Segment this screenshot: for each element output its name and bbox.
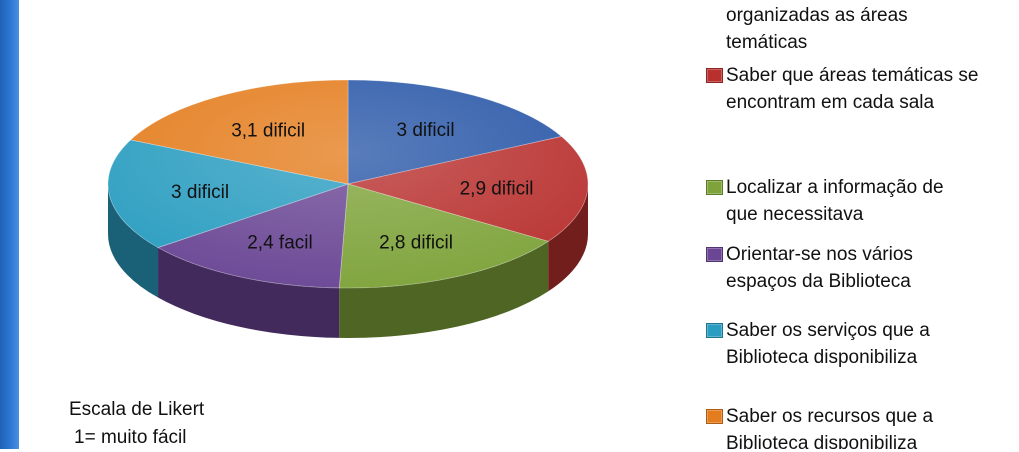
slide-edge-bar [0,0,19,449]
likert-title: Escala de Likert [69,399,205,420]
pie-data-label: 2,9 dificil [460,179,534,200]
legend-item: Orientar-se nos vários espaços da Biblio… [706,241,913,295]
pie-data-label: 2,8 dificil [379,232,453,253]
chart-legend: organizadas as áreas temáticas Saber que… [706,0,1019,449]
legend-label-line: Biblioteca disponibiliza [726,433,918,449]
legend-item: Saber que áreas temáticas se encontram e… [706,62,978,116]
legend-swatch [706,409,723,424]
pie-data-label: 3 dificil [396,120,454,141]
legend-label-line: Saber os recursos que a [726,406,934,427]
legend-label-line: que necessitava [726,204,864,225]
legend-label-line: organizadas as áreas [726,5,908,26]
pie-side-layer [108,184,588,338]
legend-label-line: temáticas [726,32,808,53]
legend-label-line: Biblioteca disponibiliza [726,347,918,368]
legend-label-line: espaços da Biblioteca [726,271,911,292]
pie-slice-side [548,184,588,292]
legend-label-line: Localizar a informação de [726,177,944,198]
pie-data-label: 2,4 facil [247,232,312,253]
legend-swatch [706,247,723,262]
legend-item: Saber os recursos que a Biblioteca dispo… [706,403,933,449]
pie-data-label: 3 dificil [171,182,229,203]
pie-highlight [108,80,588,288]
legend-swatch [706,68,723,83]
legend-swatch [706,323,723,338]
likert-scale-line: 1= muito fácil [74,427,187,448]
legend-label-line: Saber os serviços que a [726,320,930,341]
legend-label-line: encontram em cada sala [726,92,935,113]
legend-item: organizadas as áreas temáticas [706,2,908,56]
pie-slice-side [158,247,340,338]
pie-slice-side [339,241,549,338]
pie-label-layer: 3 dificil 2,9 dificil 2,8 dificil 2,4 facil… [171,120,533,253]
likert-scale-note: Escala de Likert 1= muito fácil [69,396,204,452]
legend-label-line: Saber que áreas temáticas se [726,65,979,86]
pie-chart: 3 dificil 2,9 dificil 2,8 dificil 2,4 facil… [107,79,589,338]
legend-item: Saber os serviços que a Biblioteca dispo… [706,317,930,371]
legend-item: Localizar a informação de que necessitav… [706,174,944,228]
pie-data-label: 3,1 dificil [231,121,305,142]
legend-label-line: Orientar-se nos vários [726,244,913,265]
legend-swatch [706,180,723,195]
pie-slice-side [108,184,159,298]
pie-top-layer [107,79,589,289]
